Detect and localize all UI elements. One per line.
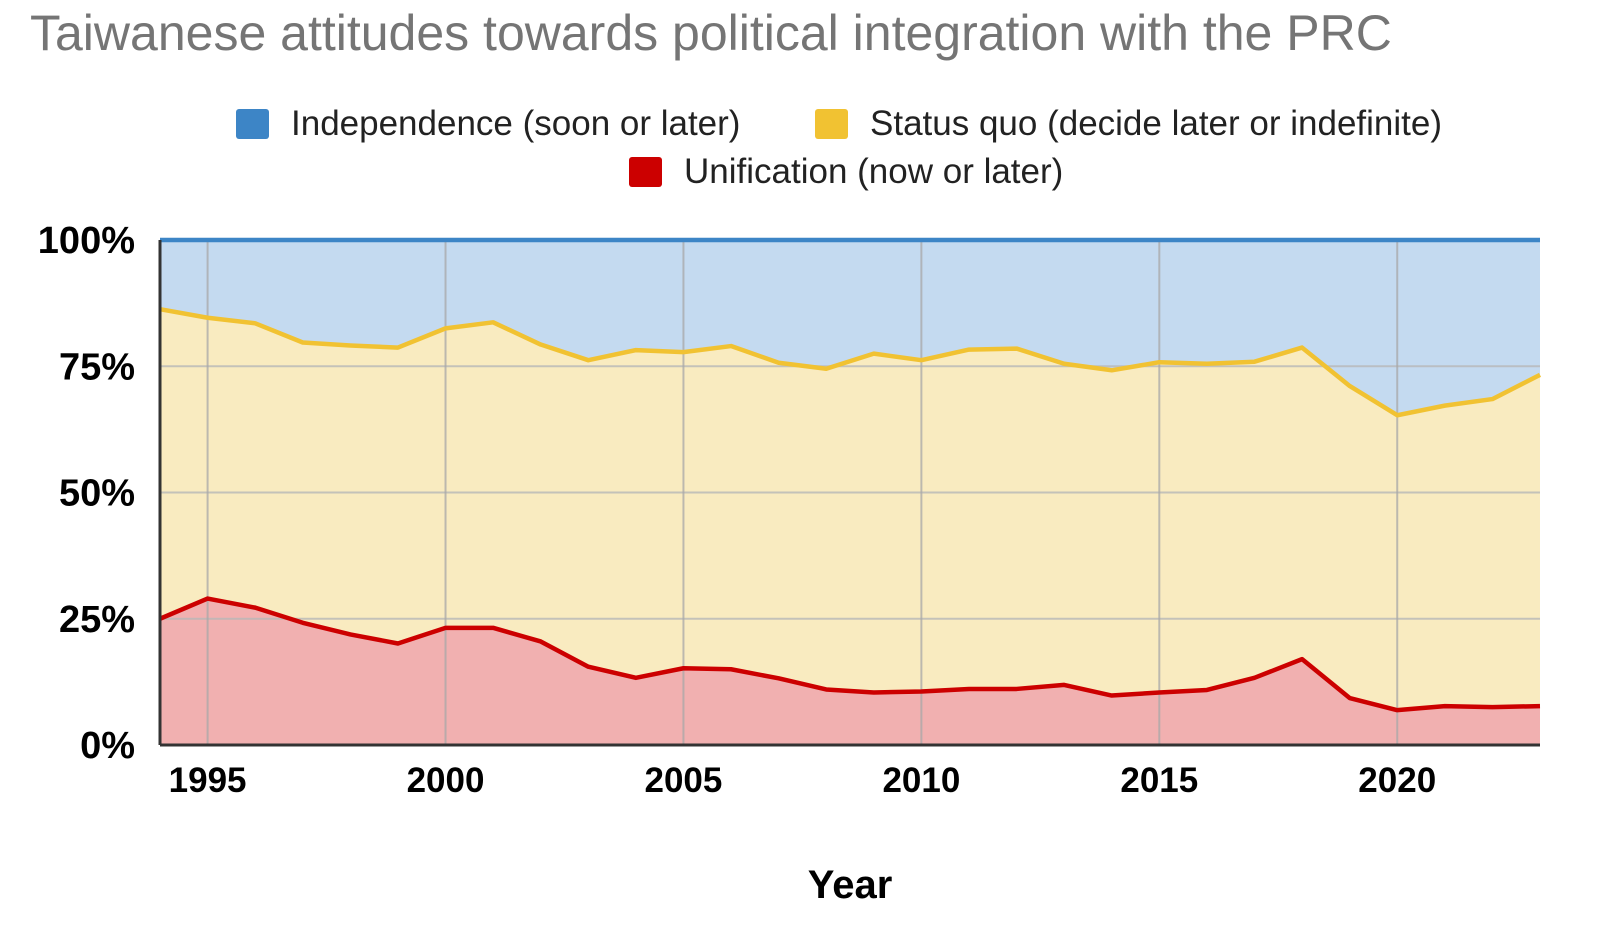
area-independence	[160, 240, 1540, 416]
x-tick-label: 2005	[645, 761, 723, 800]
legend-row-2: Unification (now or later)	[0, 148, 1600, 196]
x-tick-label: 1995	[169, 761, 247, 800]
series-lines	[158, 237, 1542, 747]
x-tick-label: 2020	[1358, 761, 1436, 800]
area-status	[160, 309, 1540, 711]
y-tick-label: 0%	[80, 725, 135, 767]
area-unification	[160, 598, 1540, 745]
legend-item-unification[interactable]: Unification (now or later)	[629, 152, 1063, 192]
y-tick-label: 75%	[59, 346, 135, 388]
x-tick-label: 2015	[1120, 761, 1198, 800]
x-axis-ticks: 1995 2000 2005 2010 2015 2020	[169, 761, 1437, 800]
legend-item-status-quo[interactable]: Status quo (decide later or indefinite)	[815, 104, 1442, 144]
chart-title: Taiwanese attitudes towards political in…	[30, 5, 1392, 61]
y-tick-label: 100%	[38, 220, 135, 262]
legend-label-independence: Independence (soon or later)	[291, 104, 741, 143]
area-layers	[160, 240, 1540, 745]
line-unification	[159, 596, 1541, 713]
legend-swatch-unification	[629, 157, 662, 187]
legend-swatch-independence	[236, 109, 269, 139]
y-axis-ticks: 0% 25% 50% 75% 100%	[38, 220, 135, 767]
x-tick-label: 2000	[407, 761, 485, 800]
legend-row-1: Independence (soon or later) Status quo …	[0, 100, 1600, 148]
legend-swatch-status-quo	[815, 109, 848, 139]
x-axis-title: Year	[808, 863, 893, 907]
legend-label-status-quo: Status quo (decide later or indefinite)	[870, 104, 1442, 143]
x-tick-label: 2010	[882, 761, 960, 800]
y-tick-label: 25%	[59, 599, 135, 641]
y-tick-label: 50%	[59, 473, 135, 515]
legend-label-unification: Unification (now or later)	[684, 152, 1064, 191]
legend-item-independence[interactable]: Independence (soon or later)	[236, 104, 740, 144]
line-status	[159, 306, 1542, 418]
gridlines	[160, 239, 1540, 745]
